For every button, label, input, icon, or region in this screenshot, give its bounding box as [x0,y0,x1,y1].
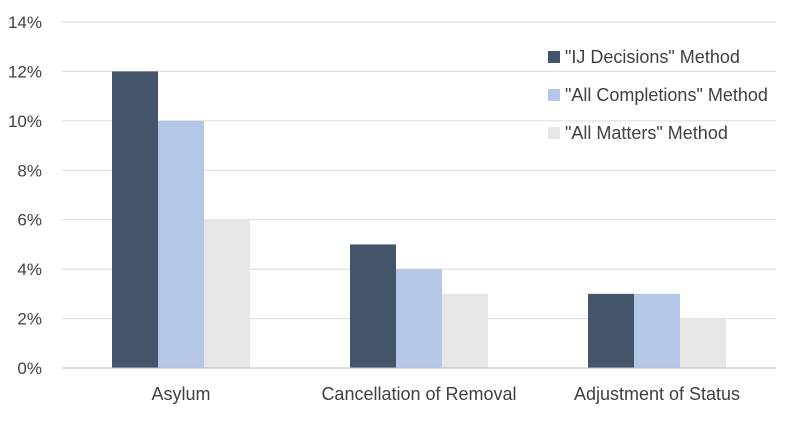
legend-label: "All Completions" Method [565,85,768,105]
bar [680,318,726,368]
x-axis-category-labels: Asylum Cancellation of Removal Adjustment … [151,384,740,404]
legend-label: "IJ Decisions" Method [565,47,740,67]
bar [396,269,442,368]
legend-label: "All Matters" Method [565,123,728,143]
legend-item: "IJ Decisions" Method [548,47,740,67]
y-axis-tick-labels: 0% 2% 4% 6% 8% 10% 12% 14% [8,13,42,378]
legend-item: "All Completions" Method [548,85,768,105]
bar [350,244,396,368]
bar [588,293,634,368]
legend: "IJ Decisions" Method "All Completions" M… [548,47,768,143]
y-tick-label: 6% [17,211,42,230]
legend-swatch [548,51,560,63]
y-tick-label: 12% [8,62,42,81]
legend-swatch [548,89,560,101]
bar [112,71,158,368]
category-label: Adjustment of Status [574,384,740,404]
legend-item: "All Matters" Method [548,123,728,143]
y-tick-label: 10% [8,112,42,131]
bar [204,219,250,368]
y-tick-label: 14% [8,13,42,32]
category-label: Asylum [151,384,210,404]
y-tick-label: 0% [17,359,42,378]
bars [112,71,726,368]
y-tick-label: 8% [17,161,42,180]
category-label: Cancellation of Removal [321,384,516,404]
bar [634,293,680,368]
y-tick-label: 4% [17,260,42,279]
y-tick-label: 2% [17,310,42,329]
legend-swatch [548,127,560,139]
bar [158,120,204,368]
bar [442,293,488,368]
